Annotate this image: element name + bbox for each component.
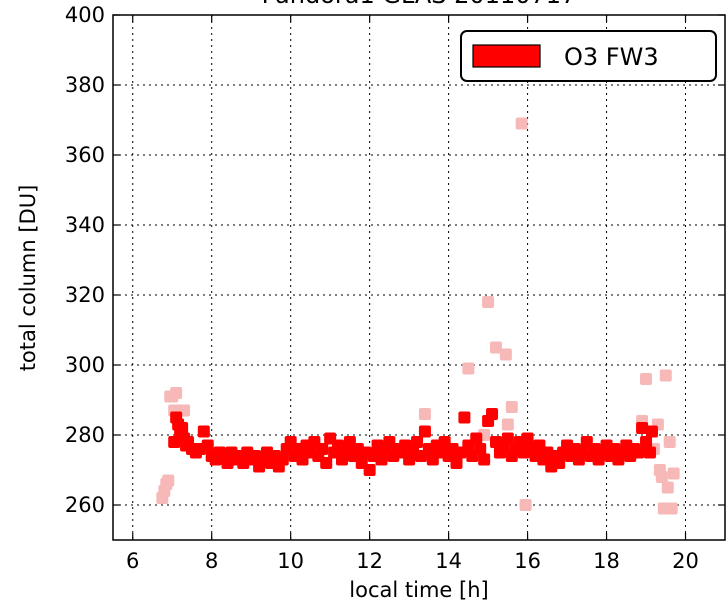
y-tick-label: 360 bbox=[65, 143, 105, 167]
data-point bbox=[316, 443, 329, 455]
data-point bbox=[418, 425, 431, 438]
y-tick-label: 280 bbox=[65, 423, 105, 447]
data-point bbox=[276, 453, 289, 466]
data-point bbox=[636, 422, 649, 434]
x-tick-label: 6 bbox=[126, 549, 139, 573]
chart-title: Pandora1 GLAS 20110717 bbox=[262, 0, 577, 9]
data-point bbox=[403, 453, 416, 466]
data-point bbox=[659, 369, 672, 382]
x-tick-label: 14 bbox=[435, 549, 462, 573]
data-point bbox=[176, 422, 189, 434]
data-point bbox=[521, 432, 534, 445]
x-tick-label: 16 bbox=[514, 549, 541, 573]
data-point bbox=[375, 453, 388, 466]
y-tick-label: 320 bbox=[65, 283, 105, 307]
data-point bbox=[162, 474, 175, 487]
y-axis-label: total column [DU] bbox=[16, 185, 40, 372]
x-axis: 6 8 10 12 14 16 18 20 bbox=[126, 15, 699, 573]
series-high bbox=[168, 408, 658, 476]
data-point bbox=[505, 401, 518, 413]
data-point bbox=[478, 453, 491, 466]
data-point bbox=[197, 425, 210, 438]
data-point bbox=[643, 446, 656, 459]
data-point bbox=[168, 436, 181, 448]
series-low bbox=[156, 117, 680, 515]
data-points bbox=[156, 117, 680, 515]
data-point bbox=[501, 418, 514, 431]
data-point bbox=[519, 499, 532, 511]
x-tick-label: 12 bbox=[356, 549, 383, 573]
data-point bbox=[411, 436, 424, 448]
legend-label: O3 FW3 bbox=[564, 43, 659, 71]
y-axis: 260 280 300 320 340 360 380 400 bbox=[65, 3, 725, 517]
data-point bbox=[640, 373, 653, 385]
data-point bbox=[474, 443, 487, 455]
data-point bbox=[667, 467, 680, 480]
data-point bbox=[640, 436, 653, 448]
y-tick-label: 380 bbox=[65, 73, 105, 97]
grid bbox=[113, 14, 725, 540]
data-point bbox=[482, 296, 495, 308]
y-tick-label: 340 bbox=[65, 213, 105, 237]
data-point bbox=[655, 471, 668, 483]
plot-frame bbox=[112, 14, 726, 541]
legend: O3 FW3 bbox=[460, 30, 717, 82]
data-point bbox=[363, 464, 376, 476]
data-point bbox=[201, 439, 214, 452]
data-point bbox=[501, 432, 514, 445]
data-point bbox=[663, 436, 676, 448]
y-tick-label: 300 bbox=[65, 353, 105, 377]
data-point bbox=[486, 408, 499, 420]
data-point bbox=[336, 453, 349, 466]
data-point bbox=[450, 457, 463, 469]
data-point bbox=[170, 387, 183, 399]
x-tick-label: 20 bbox=[672, 549, 699, 573]
y-tick-label: 400 bbox=[65, 3, 105, 27]
data-point bbox=[320, 457, 333, 469]
data-point bbox=[515, 117, 528, 130]
legend-box bbox=[460, 30, 717, 82]
data-point bbox=[489, 341, 502, 354]
x-tick-label: 18 bbox=[593, 549, 620, 573]
data-point bbox=[661, 481, 674, 494]
y-tick-label: 260 bbox=[65, 493, 105, 517]
data-point bbox=[499, 348, 512, 361]
data-point bbox=[632, 446, 645, 459]
data-point bbox=[470, 432, 483, 445]
x-axis-label: local time [h] bbox=[349, 578, 488, 602]
data-point bbox=[458, 411, 471, 424]
legend-swatch bbox=[472, 44, 541, 68]
x-tick-label: 10 bbox=[277, 549, 304, 573]
data-point bbox=[418, 408, 431, 420]
x-tick-label: 8 bbox=[205, 549, 218, 573]
data-point bbox=[665, 502, 678, 515]
data-point bbox=[462, 362, 475, 375]
data-point bbox=[553, 457, 566, 469]
data-point bbox=[645, 425, 658, 438]
